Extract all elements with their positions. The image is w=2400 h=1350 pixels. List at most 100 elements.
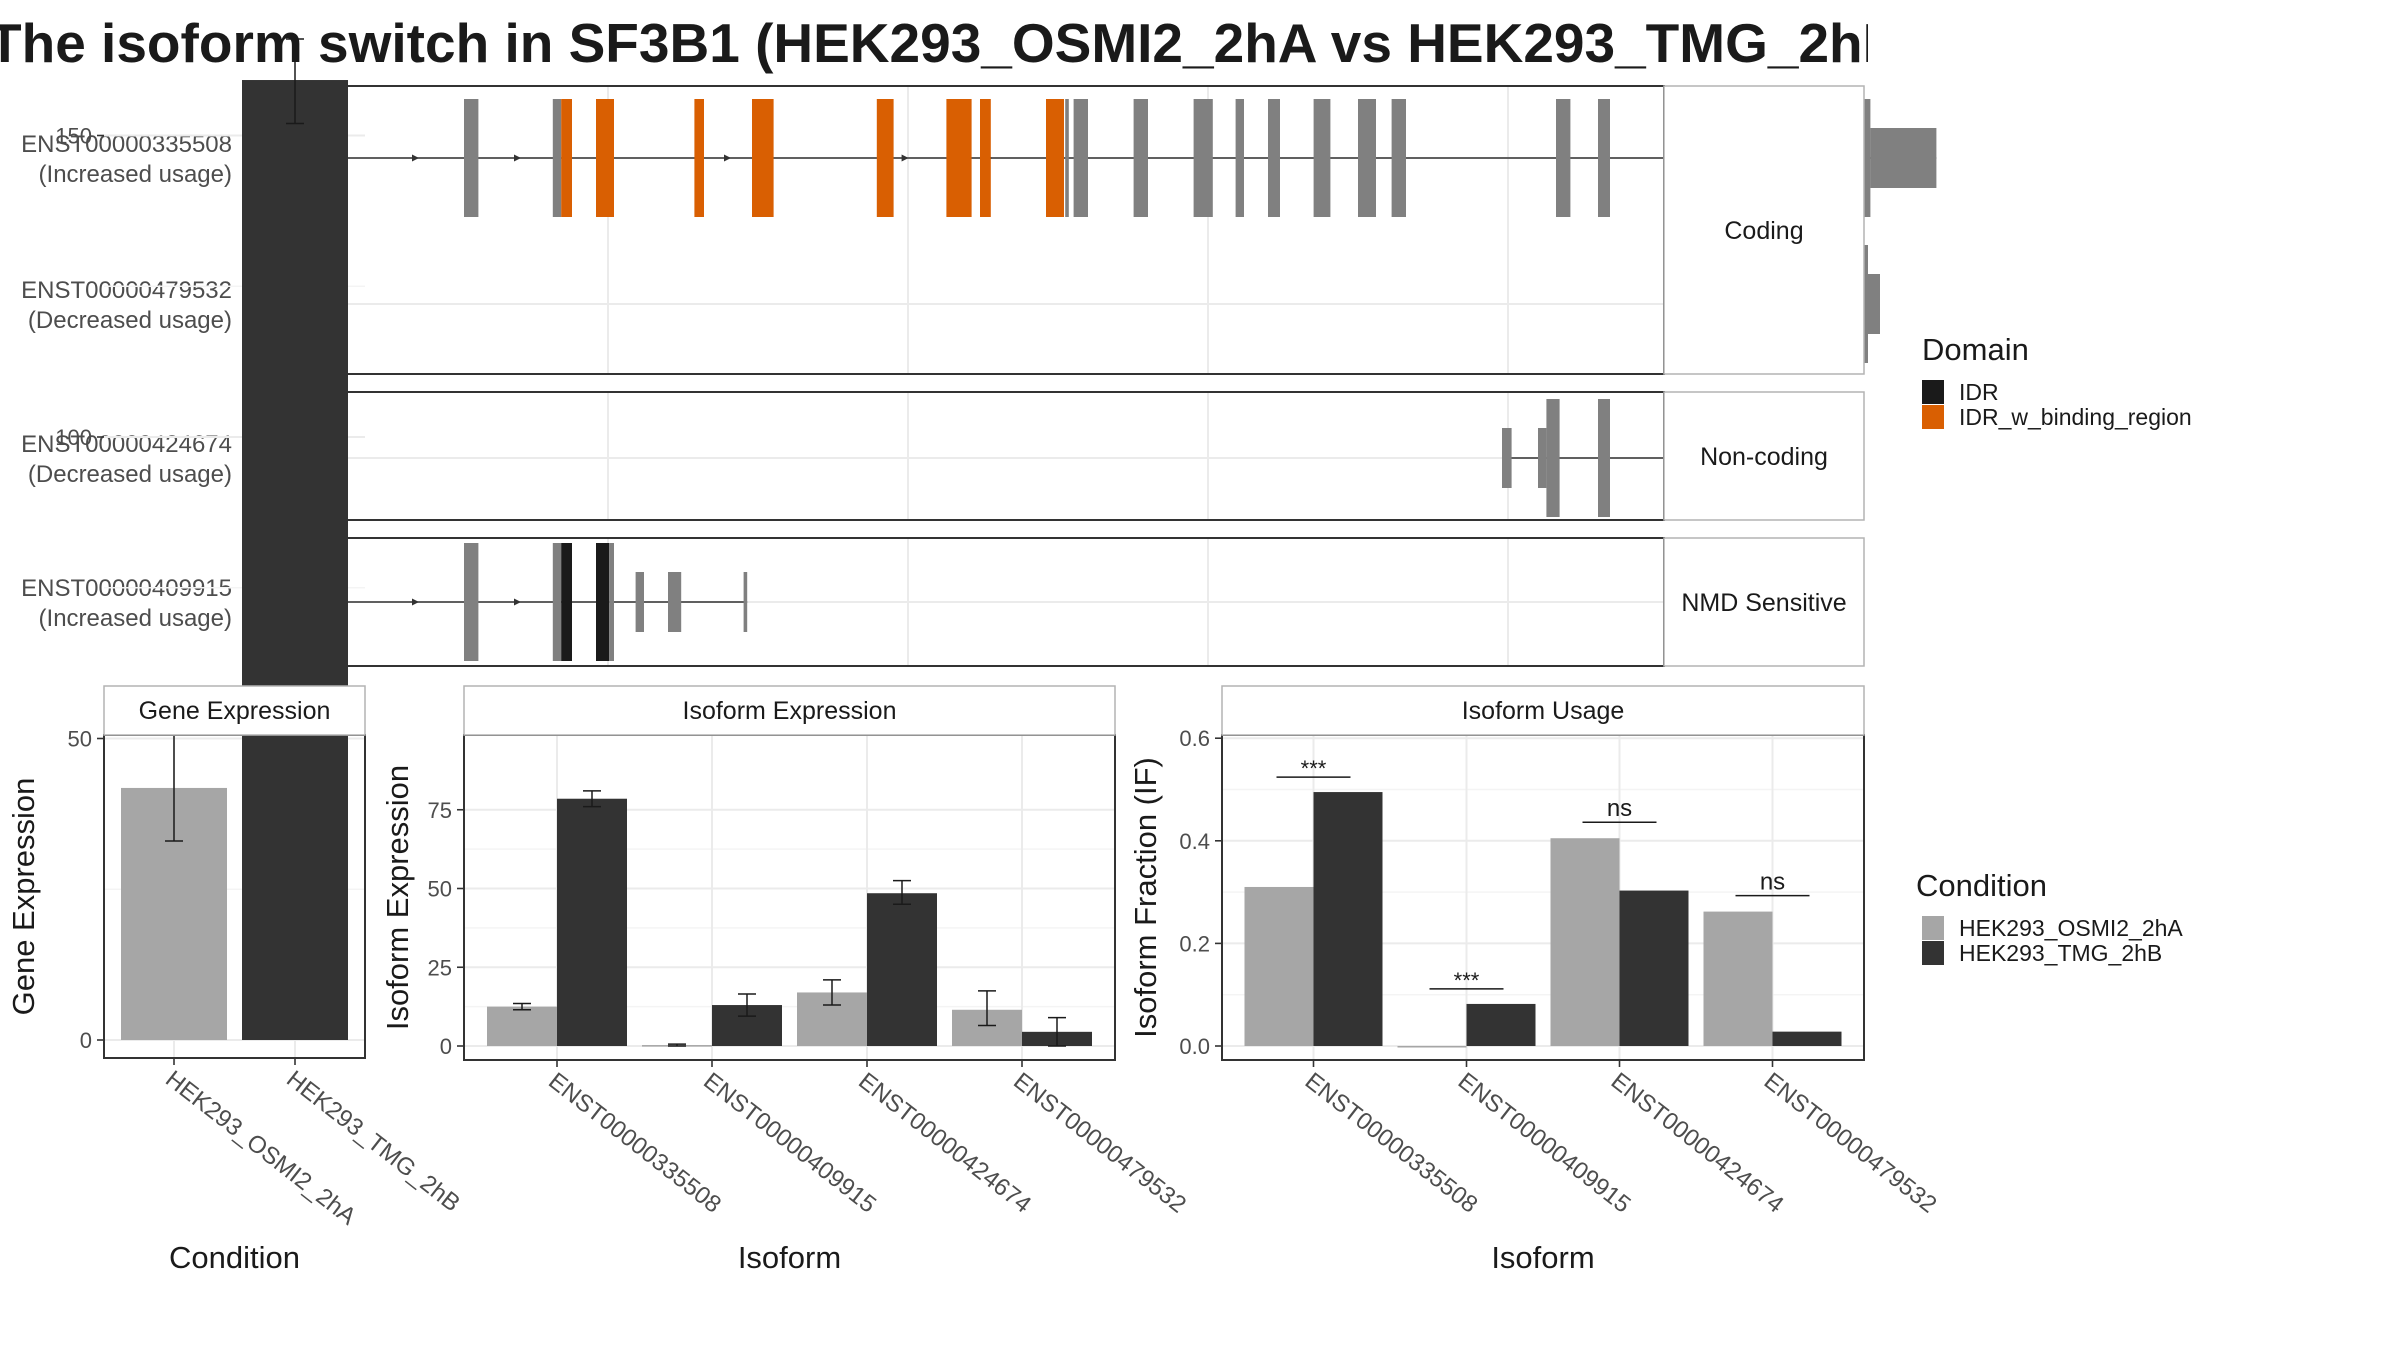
- chart-1: 0255075ENST00000335508ENST00000409915ENS…: [380, 685, 1191, 1275]
- bar: [487, 1006, 557, 1046]
- bar: [1619, 890, 1689, 1046]
- strand-arrow: [514, 154, 521, 162]
- exon: [1598, 99, 1610, 217]
- isoform-label: ENST00000335508(Increased usage): [21, 131, 232, 188]
- structure-panel-bg: [248, 392, 1664, 520]
- exon: [596, 543, 610, 661]
- isoform-usage-label: (Decreased usage): [28, 461, 232, 488]
- y-tick-label: 0.4: [1179, 829, 1210, 854]
- significance-label: ***: [1301, 756, 1327, 781]
- bar: [1397, 1046, 1467, 1048]
- isoform-usage-label: (Increased usage): [39, 161, 232, 188]
- exon: [1358, 99, 1376, 217]
- exon: [946, 99, 972, 217]
- y-axis-title: Isoform Expression: [380, 765, 415, 1030]
- exon: [1546, 399, 1560, 517]
- error-bar: [1048, 1016, 1066, 1047]
- strand-arrow: [412, 598, 419, 606]
- exon: [1235, 99, 1244, 217]
- y-tick-label: 75: [428, 798, 452, 823]
- chart-title: Isoform Usage: [1462, 697, 1625, 725]
- exon: [1268, 99, 1280, 217]
- y-tick-label: 100: [55, 425, 92, 450]
- facet-strip-label: Coding: [1724, 217, 1803, 245]
- facet-strip-label: Non-coding: [1700, 443, 1828, 471]
- bar: [1550, 838, 1620, 1046]
- x-axis-title: Condition: [169, 1240, 300, 1275]
- bar: [1466, 1003, 1536, 1046]
- bar: [242, 80, 348, 1041]
- legend-swatch: [1922, 941, 1944, 965]
- exon: [668, 572, 682, 632]
- main-title: The isoform switch in SF3B1 (HEK293_OSMI…: [0, 12, 1868, 74]
- exon: [464, 99, 479, 217]
- error-bar: [893, 879, 911, 905]
- chart-title-strip: [463, 685, 1116, 736]
- error-bar: [583, 790, 601, 808]
- exon: [1193, 99, 1213, 217]
- legend-swatch: [1922, 380, 1944, 404]
- exon: [561, 543, 572, 661]
- exon: [876, 99, 894, 217]
- exon: [1870, 128, 1937, 188]
- error-bar: [513, 1002, 531, 1011]
- exon: [635, 572, 644, 632]
- x-axis-title: Isoform: [738, 1240, 841, 1275]
- error-bar: [668, 1043, 686, 1047]
- x-axis-title: Isoform: [1491, 1240, 1594, 1275]
- error-bar: [738, 993, 756, 1017]
- isoform-usage-label: (Decreased usage): [28, 307, 232, 334]
- exon: [743, 572, 748, 632]
- exon: [552, 543, 562, 661]
- legend-label: IDR: [1959, 379, 1999, 405]
- facet-strip: [1663, 391, 1865, 521]
- bar: [867, 893, 937, 1046]
- bar: [1313, 792, 1383, 1046]
- bar: [557, 798, 627, 1046]
- isoform-usage-label: (Increased usage): [39, 605, 232, 632]
- exon: [1133, 99, 1148, 217]
- exon: [1313, 99, 1331, 217]
- strand-arrow: [724, 154, 731, 162]
- chart-title-strip: [1221, 685, 1865, 736]
- chart-title-strip: [103, 685, 366, 736]
- chart-2: 0.00.20.40.6******nsnsENST00000335508ENS…: [1128, 685, 1942, 1275]
- exon: [1502, 428, 1512, 488]
- y-tick-label: 0: [80, 1028, 92, 1053]
- chart-title: Gene Expression: [139, 697, 331, 725]
- y-tick-label: 25: [428, 955, 452, 980]
- y-tick-label: 0.2: [1179, 931, 1210, 956]
- exon: [464, 543, 479, 661]
- exon: [1598, 399, 1610, 517]
- y-tick-label: 0: [440, 1034, 452, 1059]
- strand-arrow: [412, 154, 419, 162]
- legend-label: HEK293_TMG_2hB: [1959, 940, 2162, 966]
- significance-label: ns: [1760, 869, 1785, 896]
- structure-panel-0: ENST00000335508(Increased usage) ENST0000…: [21, 85, 1937, 375]
- y-tick-label: 150: [55, 124, 92, 149]
- bar: [1703, 911, 1773, 1046]
- exon: [1065, 99, 1069, 217]
- exon: [1073, 99, 1088, 217]
- isoform-track: ENST00000335508(Increased usage): [21, 99, 1937, 217]
- exon: [980, 99, 991, 217]
- error-bar: [978, 990, 996, 1027]
- exon: [1046, 99, 1064, 217]
- y-axis-title: Gene Expression: [6, 778, 41, 1016]
- significance-label: ***: [1454, 968, 1480, 993]
- facet-strip: [1663, 537, 1865, 667]
- exon: [1391, 99, 1406, 217]
- facet-strip: [1663, 85, 1865, 375]
- y-tick-label: 0.0: [1179, 1034, 1210, 1059]
- facet-strip-label: NMD Sensitive: [1681, 589, 1846, 617]
- bar: [1772, 1031, 1842, 1046]
- bar: [1244, 886, 1314, 1046]
- isoform-id-label: ENST00000424674: [21, 431, 232, 458]
- significance-label: ns: [1607, 795, 1632, 822]
- strand-arrow: [901, 154, 909, 162]
- legend-swatch: [1922, 405, 1944, 429]
